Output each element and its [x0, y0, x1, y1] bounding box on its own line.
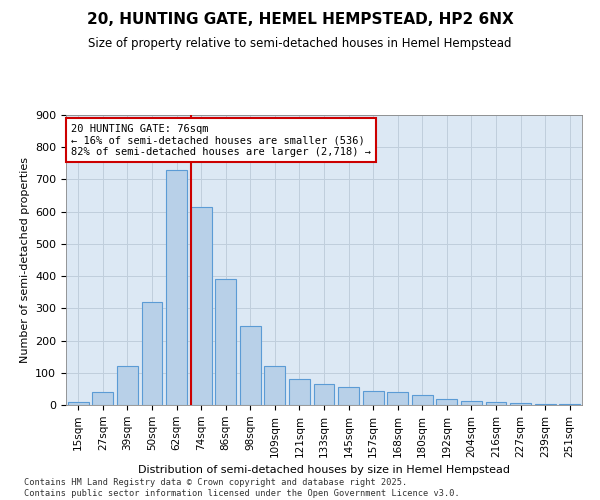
Bar	[215, 280, 236, 405]
Bar	[314, 384, 334, 405]
Bar	[412, 396, 433, 405]
Bar	[387, 392, 408, 405]
Bar	[362, 390, 383, 405]
Text: Contains HM Land Registry data © Crown copyright and database right 2025.
Contai: Contains HM Land Registry data © Crown c…	[24, 478, 460, 498]
Bar	[265, 366, 286, 405]
Bar	[461, 401, 482, 405]
Bar	[92, 392, 113, 405]
Bar	[289, 379, 310, 405]
Bar	[142, 302, 163, 405]
Bar	[485, 402, 506, 405]
Bar	[510, 404, 531, 405]
Text: 20, HUNTING GATE, HEMEL HEMPSTEAD, HP2 6NX: 20, HUNTING GATE, HEMEL HEMPSTEAD, HP2 6…	[86, 12, 514, 28]
Bar	[117, 366, 138, 405]
Bar	[191, 207, 212, 405]
Bar	[436, 398, 457, 405]
Bar	[535, 404, 556, 405]
Bar	[68, 402, 89, 405]
X-axis label: Distribution of semi-detached houses by size in Hemel Hempstead: Distribution of semi-detached houses by …	[138, 465, 510, 475]
Text: 20 HUNTING GATE: 76sqm
← 16% of semi-detached houses are smaller (536)
82% of se: 20 HUNTING GATE: 76sqm ← 16% of semi-det…	[71, 124, 371, 157]
Bar	[240, 326, 261, 405]
Bar	[166, 170, 187, 405]
Y-axis label: Number of semi-detached properties: Number of semi-detached properties	[20, 157, 29, 363]
Bar	[338, 388, 359, 405]
Text: Size of property relative to semi-detached houses in Hemel Hempstead: Size of property relative to semi-detach…	[88, 38, 512, 51]
Bar	[559, 404, 580, 405]
